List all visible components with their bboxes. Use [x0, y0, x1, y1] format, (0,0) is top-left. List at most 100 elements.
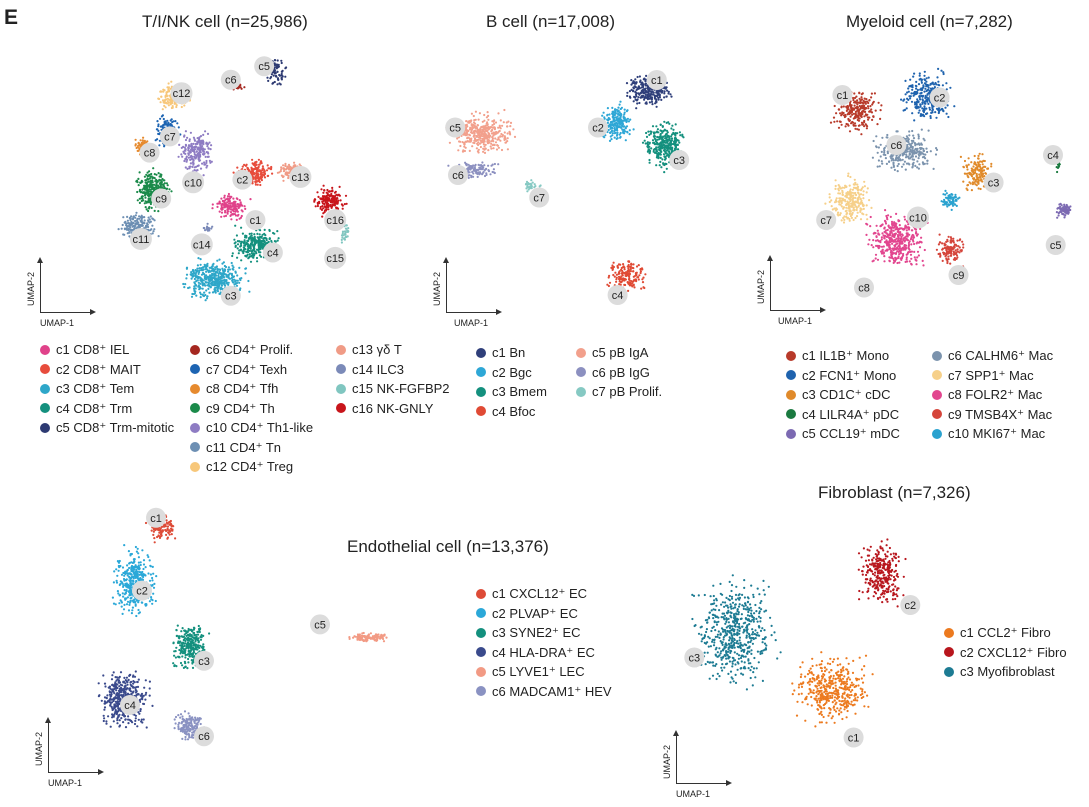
cell-point	[124, 220, 127, 223]
cell-point	[472, 175, 475, 178]
cell-point	[148, 205, 151, 209]
cell-point	[947, 115, 950, 119]
cell-point	[177, 155, 180, 158]
cell-point	[926, 83, 929, 87]
cell-point	[487, 149, 490, 152]
cell-point	[203, 275, 206, 278]
cluster-marker-badge	[289, 165, 312, 188]
cell-point	[456, 137, 459, 140]
cell-point	[448, 141, 451, 144]
cell-point	[224, 204, 228, 207]
cell-point	[326, 188, 329, 192]
cell-point	[165, 93, 168, 96]
cell-point	[480, 131, 483, 134]
cell-point	[650, 100, 654, 103]
cell-point	[624, 139, 627, 142]
cell-point	[678, 131, 681, 134]
cell-point	[192, 270, 195, 273]
cell-point	[186, 167, 189, 170]
cell-point	[920, 81, 923, 84]
cell-point	[623, 283, 626, 286]
cell-point	[255, 163, 258, 166]
cell-point	[236, 197, 239, 201]
cell-point	[236, 274, 239, 277]
cell-point	[670, 139, 673, 142]
cell-point	[470, 123, 473, 126]
cell-point	[670, 137, 674, 140]
cluster-marker-label: c6	[452, 170, 464, 182]
cell-point	[197, 272, 200, 275]
cell-point	[945, 88, 948, 91]
cell-point	[128, 223, 131, 226]
cell-point	[863, 115, 866, 118]
cell-point	[141, 139, 144, 142]
cell-point	[256, 240, 259, 243]
cell-point	[869, 105, 872, 108]
cell-point	[526, 190, 529, 193]
cell-point	[282, 179, 285, 182]
cluster-marker-c2: c2	[232, 169, 253, 190]
cell-point	[129, 226, 132, 229]
cell-point	[509, 133, 512, 136]
cell-point	[643, 77, 646, 80]
cell-point	[641, 141, 645, 144]
cell-point	[848, 130, 852, 133]
cell-point	[254, 181, 257, 184]
cell-point	[648, 158, 651, 162]
cell-point	[128, 228, 131, 231]
cell-point	[236, 240, 239, 243]
cluster-marker-label: c12	[173, 88, 191, 100]
cell-point	[660, 138, 664, 141]
cell-point	[977, 165, 980, 168]
cell-point	[657, 93, 660, 96]
cell-point	[199, 144, 202, 147]
cell-point	[157, 123, 160, 126]
cell-point	[474, 138, 477, 141]
cell-point	[634, 93, 638, 96]
cell-point	[613, 275, 616, 278]
cell-point	[916, 98, 919, 101]
cell-point	[244, 234, 247, 237]
cell-point	[632, 275, 635, 278]
cluster-marker-label: c6	[225, 75, 237, 87]
cell-point	[917, 111, 920, 114]
cell-point	[282, 170, 286, 173]
cell-point	[480, 164, 483, 167]
cell-point	[153, 186, 156, 189]
cell-point	[211, 203, 214, 206]
cell-point	[255, 252, 258, 255]
cell-point	[913, 93, 916, 96]
cell-point	[974, 183, 977, 186]
cell-point	[928, 106, 931, 109]
cluster-marker-c3: c3	[220, 285, 241, 306]
cell-point	[189, 150, 192, 153]
cell-point	[253, 172, 256, 176]
cell-point	[856, 118, 859, 122]
cell-point	[317, 195, 320, 198]
cell-point	[490, 129, 493, 132]
cell-point	[659, 133, 662, 136]
cluster-marker-badge	[220, 285, 241, 306]
cell-point	[265, 169, 269, 172]
cell-point	[197, 285, 200, 288]
cell-point	[619, 121, 622, 124]
cell-point	[156, 180, 159, 183]
cell-point	[611, 129, 614, 132]
cell-point	[654, 102, 657, 105]
cell-point	[638, 274, 641, 277]
cell-point	[323, 205, 326, 208]
cell-point	[344, 194, 348, 197]
cell-point	[835, 112, 838, 115]
cell-point	[233, 208, 236, 211]
cell-point	[612, 124, 615, 127]
cell-point	[148, 174, 151, 177]
cell-point	[533, 183, 536, 186]
cell-point	[913, 72, 916, 75]
cell-point	[856, 106, 859, 109]
cell-point	[263, 241, 266, 244]
cell-point	[654, 151, 657, 154]
cell-point	[612, 110, 615, 113]
cell-point	[211, 291, 215, 294]
cell-point	[464, 126, 468, 129]
cell-point	[493, 126, 496, 129]
